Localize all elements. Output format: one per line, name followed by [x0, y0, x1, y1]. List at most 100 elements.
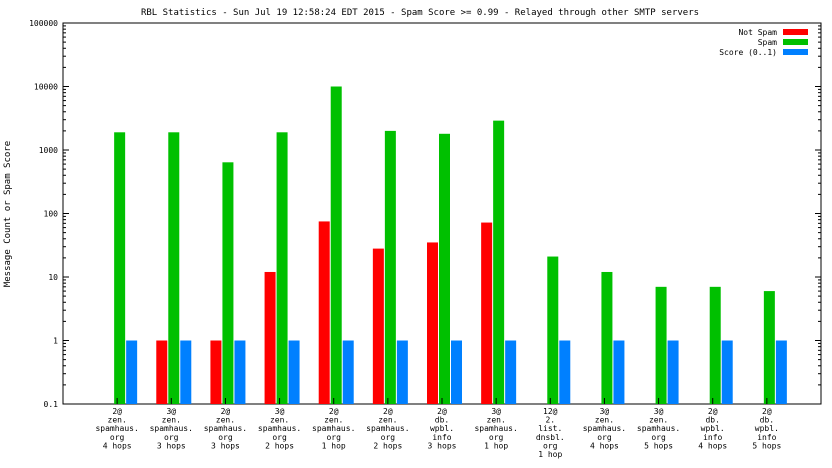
x-tick-label: 2@ db. wpbl. info 5 hops	[752, 407, 781, 450]
x-tick-label-line: 3@	[166, 407, 176, 416]
x-tick-label: 2@ db. wpbl. info 3 hops	[428, 407, 457, 450]
x-tick-label-line: 3@	[275, 407, 285, 416]
bar-spam	[763, 291, 775, 404]
bar-spam	[439, 133, 450, 404]
x-tick-label-line: list.	[538, 424, 562, 433]
x-tick-label-line: 2@	[112, 407, 122, 416]
x-tick-label-line: zen.	[216, 416, 235, 425]
x-tick-label-line: org	[651, 433, 666, 442]
bars-group	[114, 86, 787, 405]
bar-spam	[276, 132, 288, 405]
x-tick-label-line: zen.	[162, 416, 181, 425]
bar-score-0-1	[451, 340, 462, 404]
bar-spam	[655, 286, 667, 404]
x-tick-label: 2@ zen. spamhaus. org 3 hops	[204, 407, 247, 450]
x-tick-label-line: 3 hops	[157, 441, 186, 450]
x-tick-label-line: 3 hops	[428, 441, 457, 450]
x-tick-label-line: zen.	[270, 416, 289, 425]
x-tick-label-line: wpbl.	[430, 424, 454, 433]
chart-title: RBL Statistics - Sun Jul 19 12:58:24 EDT…	[141, 8, 699, 18]
x-tick-label-line: org	[218, 433, 233, 442]
x-tick-label-line: 4 hops	[103, 441, 132, 450]
bar-not-spam	[318, 221, 330, 404]
legend-swatch	[783, 49, 808, 55]
bar-score-0-1	[126, 340, 138, 404]
legend-label: Not Spam	[738, 28, 777, 37]
x-tick-label-line: 2@	[437, 407, 447, 416]
bar-score-0-1	[288, 340, 300, 404]
x-tick-label: 2@ db. wpbl. info 4 hops	[698, 407, 727, 450]
x-tick-label: 3@ zen. spamhaus. org 2 hops	[258, 407, 301, 450]
x-tick-label-line: zen.	[108, 416, 127, 425]
x-tick-label-line: wpbl.	[701, 424, 725, 433]
bar-not-spam	[427, 242, 438, 404]
x-tick-label-line: 4 hops	[698, 441, 727, 450]
x-tick-label-line: 3 hops	[211, 441, 240, 450]
x-tick-label-line: zen.	[378, 416, 397, 425]
bar-score-0-1	[342, 340, 354, 404]
bar-score-0-1	[721, 340, 733, 404]
legend-label: Spam	[758, 38, 777, 47]
x-tick-label-line: 4 hops	[590, 441, 619, 450]
bar-spam	[330, 86, 342, 404]
legend-swatch	[783, 29, 808, 35]
y-tick-label: 0.1	[44, 400, 59, 409]
x-tick-label-line: zen.	[649, 416, 668, 425]
x-tick-label-line: 2@	[708, 407, 718, 416]
x-tick-label-line: spamhaus.	[366, 424, 409, 433]
y-tick-label: 100	[44, 210, 59, 219]
x-tick-label-line: db.	[705, 416, 719, 425]
x-tick-label: 2@ zen. spamhaus. org 1 hop	[312, 407, 355, 450]
x-tick-label: 2@ zen. spamhaus. org 4 hops	[95, 407, 138, 450]
bar-not-spam	[372, 248, 384, 404]
bar-score-0-1	[180, 340, 192, 404]
bar-not-spam	[156, 340, 168, 404]
y-tick-label: 1	[53, 337, 58, 346]
bar-score-0-1	[559, 340, 571, 404]
bar-spam	[168, 132, 180, 405]
x-tick-label-line: wpbl.	[755, 424, 779, 433]
x-tick-label: 3@ zen. spamhaus. org 5 hops	[637, 407, 680, 450]
x-tick-label-line: org	[381, 433, 396, 442]
x-tick-label: 2@ zen. spamhaus. org 2 hops	[366, 407, 409, 450]
x-tick-label-line: 5 hops	[644, 441, 673, 450]
bar-score-0-1	[613, 340, 625, 404]
bar-spam	[493, 120, 505, 404]
y-tick-label: 100000	[29, 19, 58, 28]
x-tick-label: 12@ 2. list. dnsbl. org 1 hop	[536, 407, 565, 459]
x-tick-label-line: 5 hops	[752, 441, 781, 450]
x-tick-label-line: db.	[760, 416, 774, 425]
x-tick-label-line: db.	[435, 416, 449, 425]
x-tick-label-line: 2@	[762, 407, 772, 416]
x-tick-label-line: spamhaus.	[95, 424, 138, 433]
x-tick-label: 3@ zen. spamhaus. org 3 hops	[150, 407, 193, 450]
x-tick-label-line: 2.	[545, 416, 555, 425]
y-axis: 0.1 1 10 100 1000 10000 100000	[29, 19, 821, 409]
x-tick-label-line: spamhaus.	[474, 424, 517, 433]
bar-spam	[601, 271, 613, 404]
x-tick-label-line: zen.	[595, 416, 614, 425]
x-tick-label-line: 2@	[221, 407, 231, 416]
bar-spam	[222, 162, 234, 404]
x-tick-label-line: spamhaus.	[312, 424, 355, 433]
legend-label: Score (0..1)	[719, 48, 777, 57]
bar-spam	[114, 132, 126, 405]
x-tick-label-line: spamhaus.	[204, 424, 247, 433]
x-tick-label-line: zen.	[324, 416, 343, 425]
x-tick-label-line: info	[703, 433, 722, 442]
x-tick-label-line: 1 hop	[322, 441, 346, 450]
x-tick-label-line: org	[272, 433, 287, 442]
bar-not-spam	[210, 340, 222, 404]
x-tick-label-line: dnsbl.	[536, 433, 565, 442]
x-tick-label-line: org	[164, 433, 179, 442]
x-tick-label-line: 1 hop	[484, 441, 508, 450]
x-tick-label-line: org	[489, 433, 504, 442]
bar-score-0-1	[505, 340, 517, 404]
bar-score-0-1	[396, 340, 408, 404]
x-tick-label-line: spamhaus.	[258, 424, 301, 433]
x-tick-label-line: 12@	[543, 407, 558, 416]
x-tick-label-line: info	[432, 433, 451, 442]
x-tick-label-line: 2@	[383, 407, 393, 416]
